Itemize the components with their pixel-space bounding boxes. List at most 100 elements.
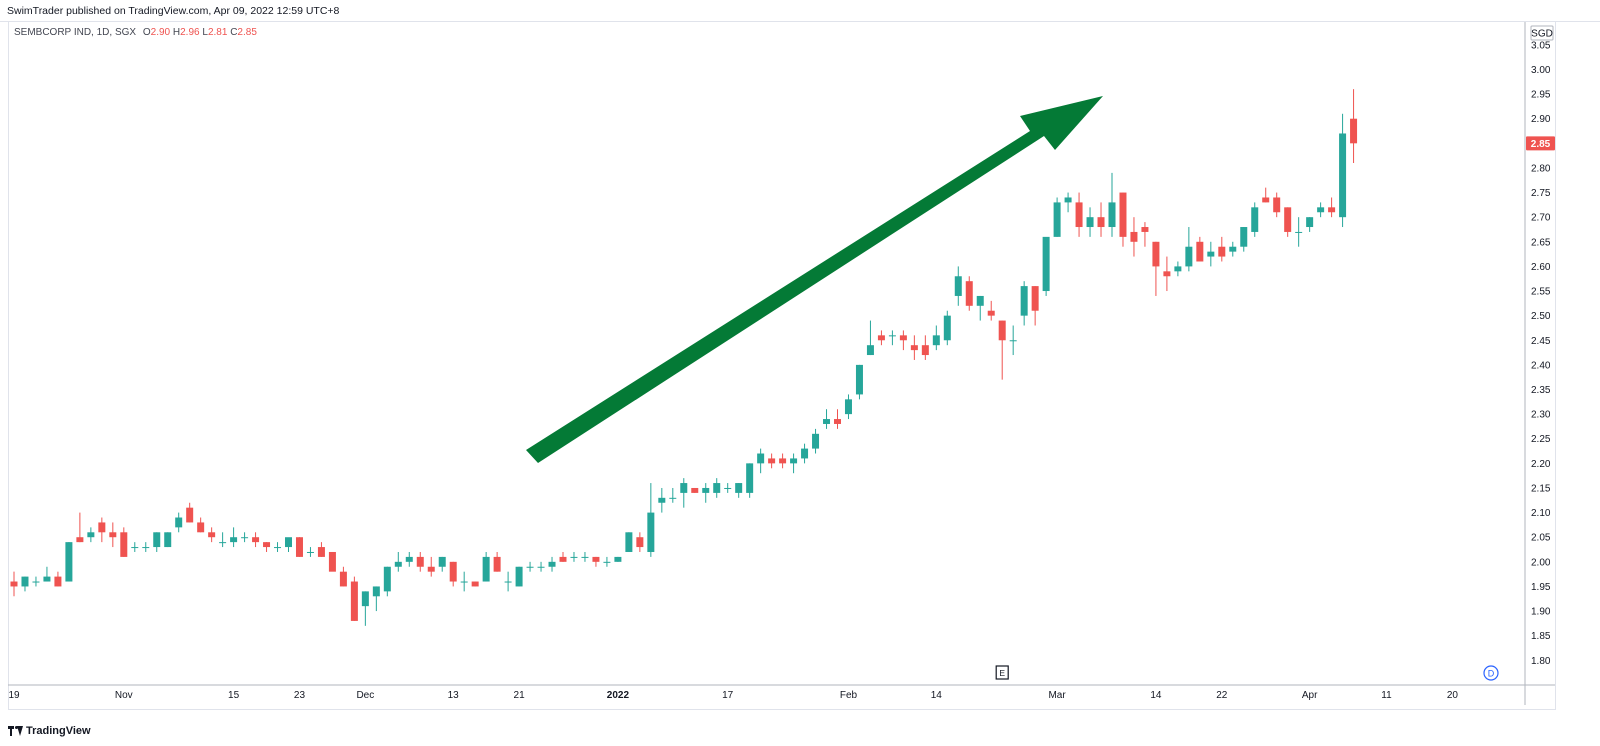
candle: [647, 483, 655, 557]
candle-body: [844, 399, 852, 415]
time-tick-label: 19: [8, 690, 20, 701]
candle: [702, 483, 710, 503]
candle: [1053, 197, 1061, 237]
current-price-tag: 2.85: [1526, 136, 1555, 151]
candle-body: [350, 581, 358, 621]
candle-body: [153, 532, 161, 548]
price-axis[interactable]: 1.80 1.85 1.90 1.95 2.00 2.05 2.10 2.15 2.20 2.25…: [1531, 40, 1551, 666]
candle: [888, 330, 896, 346]
candle: [965, 276, 973, 311]
candle: [1141, 222, 1149, 247]
candle-body: [1273, 197, 1281, 213]
candle: [1328, 197, 1336, 218]
candle: [866, 320, 874, 356]
time-tick-label: 14: [931, 690, 943, 701]
candle-body: [1064, 197, 1072, 203]
price-tick-label: 2.80: [1531, 163, 1551, 174]
symbol-legend: SEMBCORP IND, 1D, SGX O2.90 H2.96 L2.81 …: [14, 27, 257, 38]
candle-body: [757, 453, 765, 464]
candle-body: [735, 483, 743, 493]
candle-body: [614, 556, 622, 562]
interval-marker-text: D: [1488, 669, 1495, 679]
candle-body: [702, 487, 710, 493]
candle-body: [142, 547, 150, 549]
candle-body: [1317, 207, 1325, 213]
candle-body: [504, 581, 512, 583]
candle: [713, 478, 721, 498]
candle: [954, 266, 962, 306]
candle-body: [1097, 217, 1105, 228]
time-tick-label: 13: [448, 690, 460, 701]
candle-body: [570, 556, 578, 558]
candle: [1229, 241, 1237, 257]
chart-pane[interactable]: [8, 22, 1556, 710]
candle: [603, 556, 611, 567]
candle: [1020, 281, 1028, 326]
price-tick-label: 2.20: [1531, 459, 1551, 470]
earnings-event-marker[interactable]: E: [995, 665, 1009, 680]
candle-body: [1130, 231, 1138, 242]
candle: [515, 566, 523, 587]
candle: [21, 576, 29, 592]
candle-body: [866, 345, 874, 356]
candle: [1086, 207, 1094, 237]
candle: [65, 542, 73, 582]
candle: [1009, 325, 1017, 356]
candle: [295, 537, 303, 557]
candle-body: [965, 281, 973, 306]
candles: [10, 89, 1358, 626]
candle: [449, 561, 457, 587]
candle: [548, 556, 556, 572]
candle: [998, 320, 1006, 380]
time-tick-label: 15: [228, 690, 240, 701]
candle-body: [1328, 207, 1336, 213]
symbol-info: SEMBCORP IND, 1D, SGX: [14, 27, 137, 38]
candle-body: [219, 542, 227, 544]
candle-body: [87, 532, 95, 538]
candle-body: [899, 335, 907, 341]
candle: [680, 478, 688, 508]
time-axis[interactable]: 19 Nov 15 23 Dec 13 21 2022 17 Feb 14 Mar 14 22 Apr 11 2…: [8, 690, 1458, 701]
candle: [812, 428, 820, 454]
price-tick-label: 2.35: [1531, 385, 1551, 396]
low-value: 2.81: [207, 27, 228, 38]
candle: [405, 551, 413, 567]
candle-body: [32, 581, 40, 583]
candle: [636, 532, 644, 552]
candle-body: [647, 512, 655, 552]
price-tick-label: 3.05: [1531, 40, 1551, 51]
candle-body: [1284, 207, 1292, 232]
candle-body: [801, 448, 809, 459]
candle-body: [1185, 246, 1193, 267]
price-tick-label: 2.95: [1531, 90, 1551, 101]
candle: [87, 527, 95, 543]
tradingview-logo[interactable]: TradingView: [8, 725, 91, 737]
candle-body: [976, 295, 984, 306]
candle: [1284, 207, 1292, 237]
candle-body: [1152, 241, 1160, 267]
interval-marker[interactable]: D: [1483, 665, 1499, 681]
trend-arrow-annotation[interactable]: [526, 96, 1103, 463]
price-tick-label: 2.00: [1531, 557, 1551, 568]
candle: [306, 547, 314, 557]
candle: [285, 537, 292, 552]
candle-body: [416, 556, 424, 567]
price-tick-label: 1.90: [1531, 607, 1551, 618]
candle-body: [186, 507, 194, 523]
candle: [10, 571, 18, 597]
candle-body: [438, 556, 446, 567]
candle: [559, 551, 567, 562]
candle-body: [383, 566, 391, 592]
currency-label[interactable]: SGD: [1530, 25, 1554, 41]
candle-body: [405, 556, 413, 562]
candle-body: [1262, 197, 1270, 203]
candle: [1075, 192, 1083, 237]
candle: [1339, 113, 1347, 228]
candle: [735, 483, 743, 498]
candle: [98, 517, 106, 543]
candle-body: [361, 591, 369, 607]
candle-body: [581, 556, 589, 558]
candle: [1097, 202, 1105, 237]
candle-body: [526, 566, 534, 568]
